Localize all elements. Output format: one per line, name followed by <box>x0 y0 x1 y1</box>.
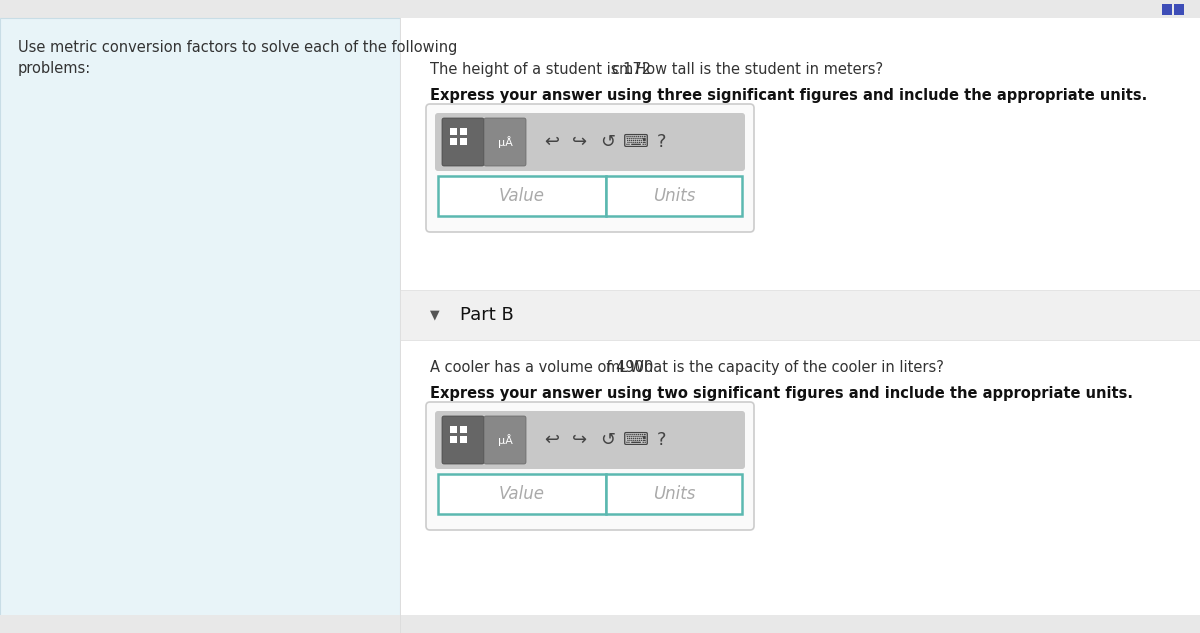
Bar <box>438 176 606 216</box>
Text: Units: Units <box>653 187 695 205</box>
Bar <box>606 474 742 514</box>
Text: . How tall is the student in meters?: . How tall is the student in meters? <box>625 62 883 77</box>
Text: Express your answer using two significant figures and include the appropriate un: Express your answer using two significan… <box>430 386 1133 401</box>
Bar <box>450 426 457 433</box>
Bar <box>606 176 742 216</box>
Text: Express your answer using three significant figures and include the appropriate : Express your answer using three signific… <box>430 88 1147 103</box>
Bar <box>438 474 606 514</box>
Bar <box>0 615 1200 633</box>
FancyBboxPatch shape <box>436 113 745 171</box>
Text: Value: Value <box>499 485 545 503</box>
Text: ↩: ↩ <box>545 133 559 151</box>
FancyBboxPatch shape <box>426 104 754 232</box>
FancyBboxPatch shape <box>442 416 484 464</box>
Text: ▼: ▼ <box>430 308 439 322</box>
Bar <box>1174 4 1184 15</box>
Text: ↩: ↩ <box>545 431 559 449</box>
Text: ↪: ↪ <box>572 133 588 151</box>
Text: ?: ? <box>658 133 667 151</box>
FancyBboxPatch shape <box>442 118 484 166</box>
Text: Use metric conversion factors to solve each of the following
problems:: Use metric conversion factors to solve e… <box>18 40 457 76</box>
Text: ⌨: ⌨ <box>623 431 649 449</box>
FancyBboxPatch shape <box>484 416 526 464</box>
Text: ↺: ↺ <box>600 431 616 449</box>
Text: A cooler has a volume of 4900: A cooler has a volume of 4900 <box>430 360 658 375</box>
Bar <box>460 426 467 433</box>
Bar <box>460 128 467 135</box>
Bar <box>400 290 1200 340</box>
Bar <box>460 436 467 443</box>
Text: cm: cm <box>611 62 634 77</box>
Text: mL: mL <box>606 360 628 375</box>
Bar <box>450 436 457 443</box>
FancyBboxPatch shape <box>484 118 526 166</box>
Text: Part B: Part B <box>460 306 514 324</box>
Bar <box>400 18 1200 633</box>
Text: Units: Units <box>653 485 695 503</box>
Bar <box>1162 4 1172 15</box>
Bar <box>460 138 467 145</box>
FancyBboxPatch shape <box>426 402 754 530</box>
Bar <box>450 128 457 135</box>
FancyBboxPatch shape <box>436 411 745 469</box>
Bar <box>450 138 457 145</box>
Bar <box>0 18 400 633</box>
Text: Value: Value <box>499 187 545 205</box>
Text: ?: ? <box>658 431 667 449</box>
Bar <box>0 0 1200 18</box>
Text: . What is the capacity of the cooler in liters?: . What is the capacity of the cooler in … <box>620 360 943 375</box>
Text: μÅ: μÅ <box>498 434 512 446</box>
Text: ↺: ↺ <box>600 133 616 151</box>
Text: ⌨: ⌨ <box>623 133 649 151</box>
Text: The height of a student is 172: The height of a student is 172 <box>430 62 655 77</box>
Text: μÅ: μÅ <box>498 136 512 148</box>
Text: ↪: ↪ <box>572 431 588 449</box>
